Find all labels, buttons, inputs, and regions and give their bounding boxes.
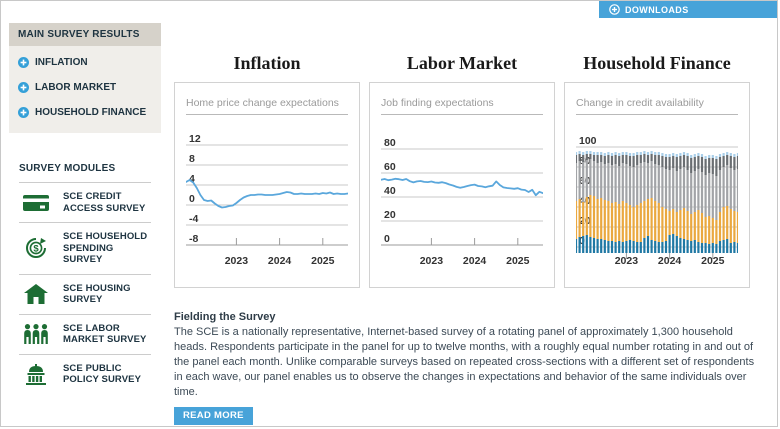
- plus-circle-icon: [18, 82, 29, 93]
- plus-circle-icon: [18, 107, 29, 118]
- plus-circle-icon: [609, 4, 620, 15]
- svg-text:-4: -4: [189, 213, 198, 225]
- svg-text:2024: 2024: [658, 255, 682, 267]
- svg-text:40: 40: [384, 185, 396, 197]
- svg-text:2023: 2023: [225, 255, 249, 267]
- module-item-labor-market[interactable]: SCE LABOR MARKET SURVEY: [19, 313, 151, 354]
- inflation-line-chart: 12 8 4 0 -4 -8 2023 2024 2025: [186, 133, 348, 267]
- svg-text:100: 100: [579, 135, 597, 147]
- people-icon: [19, 324, 53, 344]
- svg-text:0: 0: [579, 235, 585, 247]
- svg-text:20: 20: [579, 215, 591, 227]
- charts-row: Inflation Home price change expectations…: [174, 53, 770, 288]
- svg-text:60: 60: [384, 161, 396, 173]
- svg-text:2023: 2023: [420, 255, 444, 267]
- house-icon: [19, 284, 53, 304]
- module-item-household-spending[interactable]: $ SCE HOUSEHOLD SPENDING SURVEY: [19, 222, 151, 274]
- chart-column-household-finance: Household Finance Change in credit avail…: [564, 53, 750, 288]
- downloads-label: DOWNLOADS: [625, 4, 689, 15]
- downloads-button[interactable]: DOWNLOADS: [599, 1, 777, 18]
- svg-text:2025: 2025: [701, 255, 725, 267]
- svg-text:-8: -8: [189, 233, 198, 245]
- svg-text:2024: 2024: [268, 255, 292, 267]
- module-item-housing[interactable]: SCE HOUSING SURVEY: [19, 273, 151, 314]
- labor-market-line-chart: 80 60 40 20 0 2023 2024 2025: [381, 137, 543, 267]
- chart-panel-household-finance: Change in credit availability 100 80 60 40 2…: [564, 82, 750, 288]
- module-label: SCE LABOR MARKET SURVEY: [63, 322, 147, 346]
- fielding-body-text: The SCE is a nationally representative, …: [174, 326, 755, 398]
- svg-text:2025: 2025: [311, 255, 335, 267]
- module-label: SCE HOUSEHOLD SPENDING SURVEY: [63, 231, 148, 265]
- chart-title-household-finance: Household Finance: [583, 53, 731, 73]
- chart-column-labor-market: Labor Market Job finding expectations 80…: [369, 53, 555, 288]
- chart-title-labor-market: Labor Market: [406, 53, 518, 73]
- svg-text:2025: 2025: [506, 255, 530, 267]
- survey-modules: SURVEY MODULES SCE CREDIT ACCESS SURVEY: [9, 163, 151, 394]
- sidebar-item-household-finance[interactable]: HOUSEHOLD FINANCE: [9, 100, 161, 125]
- survey-modules-header: SURVEY MODULES: [19, 163, 116, 174]
- svg-text:12: 12: [189, 133, 201, 145]
- chart-panel-labor-market: Job finding expectations 80 60 40 20 0 2023 20…: [369, 82, 555, 288]
- module-label: SCE CREDIT ACCESS SURVEY: [63, 191, 146, 214]
- sidebar-item-label: LABOR MARKET: [35, 82, 117, 93]
- svg-text:8: 8: [189, 153, 195, 165]
- dollar-cycle-icon: $: [19, 237, 53, 259]
- svg-text:40: 40: [579, 195, 591, 207]
- svg-text:0: 0: [189, 193, 195, 205]
- svg-text:80: 80: [384, 137, 396, 149]
- module-label: SCE HOUSING SURVEY: [63, 282, 131, 306]
- main-survey-results-list: INFLATION LABOR MARKET HOUSEHOLD FINANCE: [9, 46, 161, 133]
- chart-title-inflation: Inflation: [233, 53, 301, 73]
- chart-subtitle: Job finding expectations: [381, 97, 543, 115]
- chart-panel-inflation: Home price change expectations 12 8 4 0 -4 -8…: [174, 82, 360, 288]
- fielding-heading: Fielding the Survey: [174, 311, 276, 323]
- svg-text:20: 20: [384, 209, 396, 221]
- chart-subtitle: Home price change expectations: [186, 97, 348, 115]
- sidebar-item-label: HOUSEHOLD FINANCE: [35, 107, 147, 118]
- sidebar: MAIN SURVEY RESULTS INFLATION LABOR MARK…: [9, 23, 161, 394]
- svg-text:4: 4: [189, 173, 195, 185]
- module-item-public-policy[interactable]: SCE PUBLIC POLICY SURVEY: [19, 353, 151, 394]
- chart-column-inflation: Inflation Home price change expectations…: [174, 53, 360, 288]
- credit-card-icon: [19, 194, 53, 212]
- read-more-button[interactable]: READ MORE: [174, 407, 253, 425]
- main-content: Inflation Home price change expectations…: [174, 53, 770, 425]
- svg-text:$: $: [33, 244, 39, 255]
- svg-text:2024: 2024: [463, 255, 487, 267]
- sidebar-item-labor-market[interactable]: LABOR MARKET: [9, 75, 161, 100]
- svg-text:0: 0: [384, 233, 390, 245]
- sidebar-item-inflation[interactable]: INFLATION: [9, 50, 161, 75]
- svg-text:80: 80: [579, 155, 591, 167]
- capitol-icon: [19, 363, 53, 385]
- sidebar-item-label: INFLATION: [35, 57, 88, 68]
- svg-text:2023: 2023: [615, 255, 639, 267]
- fielding-the-survey-section: Fielding the Survey The SCE is a nationa…: [174, 311, 762, 425]
- chart-subtitle: Change in credit availability: [576, 97, 738, 115]
- main-survey-results-header: MAIN SURVEY RESULTS: [9, 23, 161, 46]
- module-item-credit-access[interactable]: SCE CREDIT ACCESS SURVEY: [19, 182, 151, 222]
- svg-text:60: 60: [579, 175, 591, 187]
- household-finance-bar-chart: 100 80 60 40 20 0 2023 2024 2025: [576, 135, 738, 267]
- module-label: SCE PUBLIC POLICY SURVEY: [63, 362, 142, 386]
- top-bar: DOWNLOADS: [1, 1, 777, 19]
- plus-circle-icon: [18, 57, 29, 68]
